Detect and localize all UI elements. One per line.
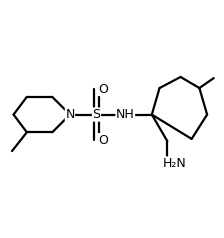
Text: O: O xyxy=(98,83,108,96)
Text: S: S xyxy=(93,108,101,121)
Text: O: O xyxy=(98,134,108,147)
Text: NH: NH xyxy=(116,108,135,121)
Text: H₂N: H₂N xyxy=(162,157,186,170)
Text: N: N xyxy=(65,108,75,121)
